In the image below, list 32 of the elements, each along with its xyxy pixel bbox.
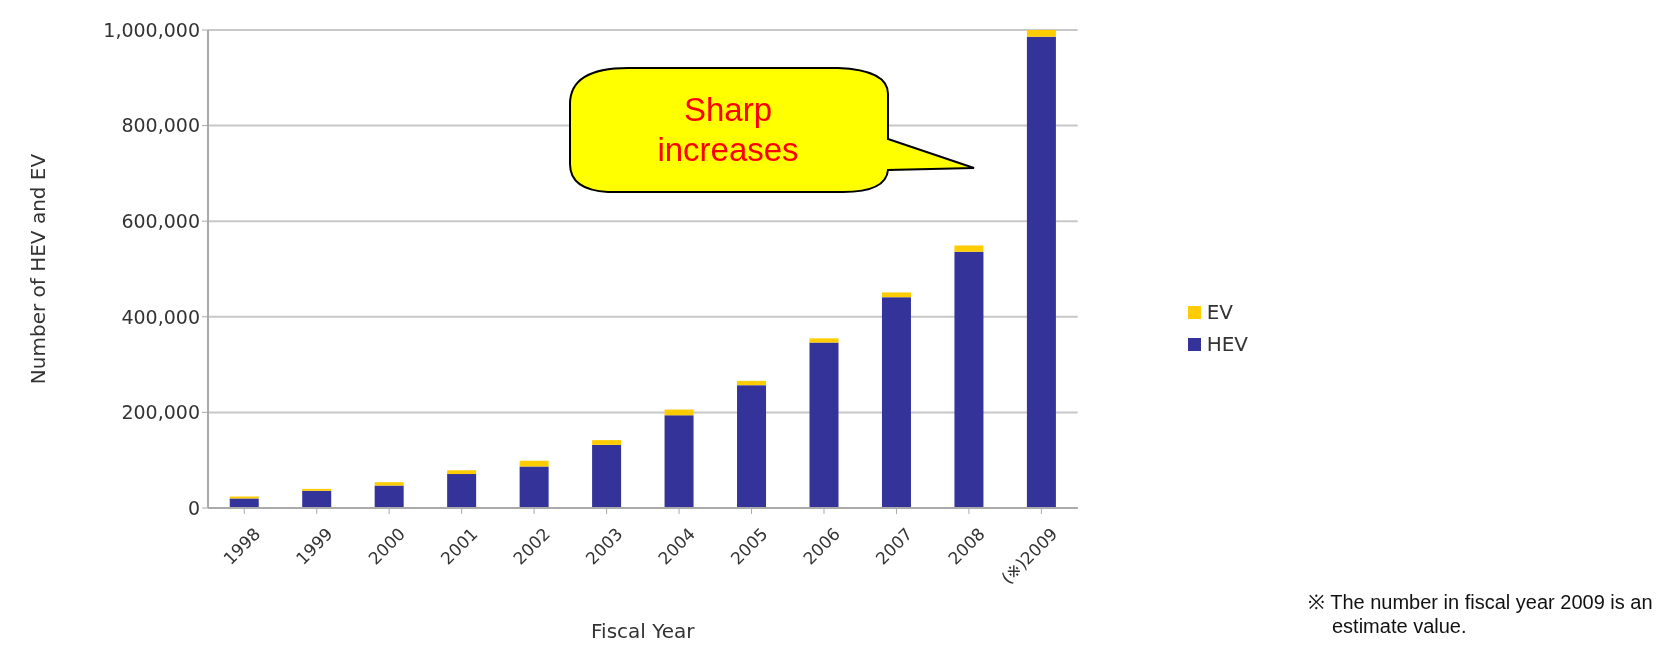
x-axis-title: Fiscal Year: [591, 619, 696, 643]
bar: [737, 385, 767, 508]
bar: [302, 490, 332, 508]
y-tick-label: 400,000: [121, 305, 200, 328]
bar: [447, 474, 477, 508]
text: ※ The number in fiscal year 2009 is an estimate value.: [1308, 590, 1654, 638]
bar: [592, 444, 622, 508]
bar: [881, 292, 911, 298]
bar: [374, 485, 404, 508]
bar: [374, 482, 404, 486]
y-tick-label: 600,000: [121, 209, 200, 232]
annotation: Sharp increases: [656, 90, 800, 170]
bar: [809, 338, 839, 343]
y-tick-label: 0: [187, 496, 200, 519]
y-tick-label: 800,000: [121, 114, 200, 137]
legend-label: HEV: [1206, 332, 1248, 356]
legend-label: EV: [1206, 300, 1233, 324]
y-axis-title: Number of HEV and EV: [26, 153, 51, 385]
bar: [1026, 36, 1056, 508]
bar: [954, 251, 984, 508]
bar: [519, 466, 549, 508]
y-tick-label: 1,000,000: [103, 18, 200, 41]
bar: [809, 342, 839, 508]
bar: [881, 297, 911, 508]
bar: [737, 380, 767, 386]
bar: [229, 498, 259, 508]
y-tick-label: 200,000: [121, 401, 200, 424]
bar: [447, 470, 477, 475]
bar: [1026, 30, 1056, 37]
bar: [954, 245, 984, 252]
bar: [592, 440, 622, 445]
bar: [664, 415, 694, 508]
